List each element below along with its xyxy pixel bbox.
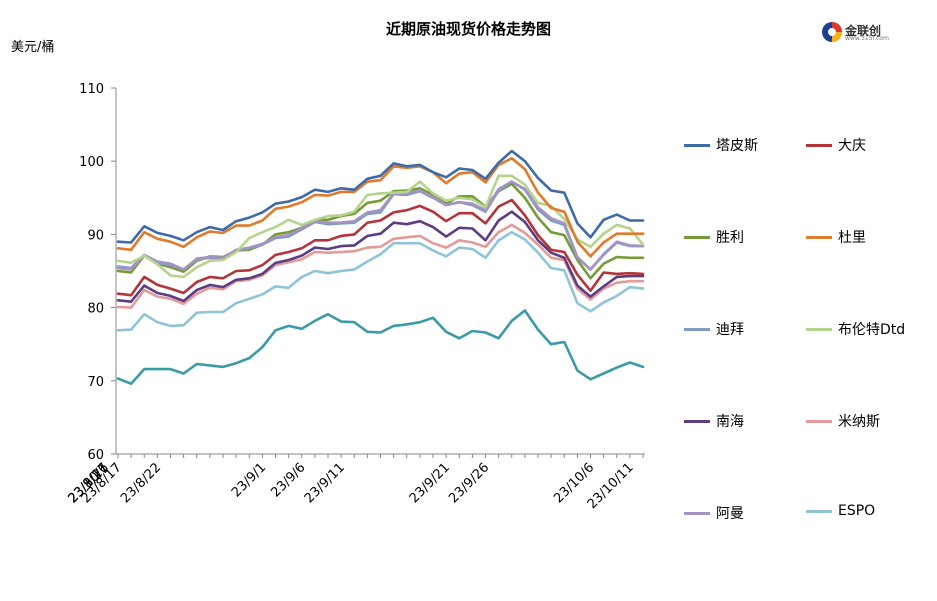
y-axis-unit: 美元/桶: [11, 40, 55, 55]
legend-label: 南海: [716, 414, 744, 430]
series-line-unlabeled: [116, 309, 645, 386]
y-tick-label: 110: [79, 82, 104, 97]
legend-swatch: [806, 327, 832, 331]
jinlianchuang-logo-icon: [822, 22, 842, 42]
series-line-ESPO: [116, 230, 645, 332]
legend-swatch: [806, 235, 832, 239]
legend-item: 塔皮斯: [684, 135, 758, 155]
series-layer: [116, 149, 645, 386]
chart-axes: 60 70 80 90 100 110: [79, 82, 645, 463]
brand-logo: 金联创 www.315i.com: [820, 20, 890, 46]
y-tick-label: 60: [87, 448, 104, 463]
legend-item: ESPO: [806, 503, 875, 519]
legend-swatch: [806, 509, 832, 513]
legend-label: ESPO: [838, 503, 876, 519]
x-tick-label: 23/9/1: [229, 460, 269, 500]
legend-swatch: [806, 143, 832, 147]
logo-url: www.315i.com: [845, 35, 889, 42]
y-tick-label: 100: [79, 155, 104, 170]
legend-item: 布伦特Dtd: [806, 319, 905, 339]
series-line-大庆: [116, 198, 645, 297]
legend-label: 迪拜: [716, 322, 744, 338]
y-tick-label: 90: [87, 228, 104, 243]
legend-swatch: [806, 419, 832, 423]
legend-swatch: [684, 419, 710, 423]
series-line-米纳斯: [116, 223, 645, 309]
x-tick-label: 23/8/22: [118, 460, 164, 506]
x-tick-label: 23/9/26: [446, 460, 492, 506]
legend-swatch: [684, 235, 710, 239]
legend-label: 胜利: [716, 230, 744, 246]
legend-item: 迪拜: [684, 319, 744, 339]
legend-label: 阿曼: [716, 506, 744, 522]
legend-item: 胜利: [684, 227, 744, 247]
x-tick-label: 23/9/11: [302, 460, 348, 506]
series-line-杜里: [116, 157, 645, 258]
legend-swatch: [684, 143, 710, 147]
legend-swatch: [684, 511, 710, 515]
legend-label: 塔皮斯: [716, 138, 758, 154]
x-tick-label: 23/9/21: [407, 460, 453, 506]
legend-label: 杜里: [838, 230, 866, 246]
legend-item: 南海: [684, 411, 744, 431]
y-tick-label: 70: [87, 375, 104, 390]
legend-item: 大庆: [806, 135, 866, 155]
legend-swatch: [684, 327, 710, 331]
series-line-南海: [116, 210, 645, 304]
legend-item: 杜里: [806, 227, 866, 247]
legend-item: 阿曼: [684, 503, 744, 523]
logo-text: 金联创: [845, 24, 882, 38]
legend-label: 米纳斯: [838, 414, 880, 430]
legend-label: 大庆: [838, 138, 866, 154]
legend-item: 米纳斯: [806, 411, 880, 431]
y-tick-label: 80: [87, 302, 104, 317]
legend-label: 布伦特Dtd: [838, 322, 906, 338]
chart-title: 近期原油现货价格走势图: [385, 20, 551, 38]
series-line-塔皮斯: [116, 149, 645, 244]
series-line-阿曼: [116, 180, 645, 271]
